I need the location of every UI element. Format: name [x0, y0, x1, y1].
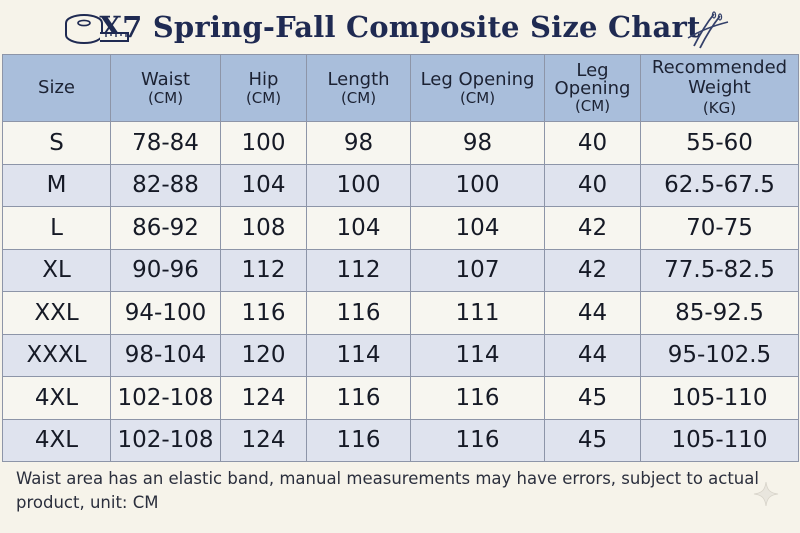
header-recommended-weight: Recommended Weight (KG) — [640, 54, 799, 122]
cell-leg-opening-2: 44 — [544, 291, 641, 335]
cell-waist: 98-104 — [110, 333, 221, 377]
cell-length: 100 — [306, 163, 411, 207]
table-row: 4XL 102-108 124 116 116 45 105-110 — [2, 376, 799, 420]
cell-size: XXXL — [2, 333, 111, 377]
title-bar: X7 Spring-Fall Composite Size Chart — [0, 0, 800, 54]
table-row: XXXL 98-104 120 114 114 44 95-102.5 — [2, 333, 799, 377]
cell-leg-opening: 116 — [410, 376, 545, 420]
table-row: 4XL 102-108 124 116 116 45 105-110 — [2, 418, 799, 462]
table-row: L 86-92 108 104 104 42 70-75 — [2, 206, 799, 250]
cell-waist: 86-92 — [110, 206, 221, 250]
tape-measure-icon — [65, 14, 129, 44]
cell-leg-opening: 104 — [410, 206, 545, 250]
cell-leg-opening: 98 — [410, 121, 545, 165]
table-row: S 78-84 100 98 98 40 55-60 — [2, 121, 799, 165]
cell-length: 98 — [306, 121, 411, 165]
header-leg-opening-2: Leg Opening (CM) — [544, 54, 641, 122]
table-row: M 82-88 104 100 100 40 62.5-67.5 — [2, 163, 799, 207]
cell-length: 116 — [306, 418, 411, 462]
cell-length: 104 — [306, 206, 411, 250]
cell-waist: 82-88 — [110, 163, 221, 207]
cell-leg-opening: 107 — [410, 248, 545, 292]
sewing-needles-icon — [687, 11, 729, 49]
size-table: Size Waist (CM) Hip (CM) Length (CM) — [2, 54, 799, 462]
cell-hip: 116 — [220, 291, 307, 335]
table-row: XXL 94-100 116 116 111 44 85-92.5 — [2, 291, 799, 335]
cell-leg-opening-2: 44 — [544, 333, 641, 377]
cell-recommended-weight: 105-110 — [640, 418, 799, 462]
cell-hip: 104 — [220, 163, 307, 207]
header-hip: Hip (CM) — [220, 54, 307, 122]
cell-length: 116 — [306, 291, 411, 335]
cell-hip: 120 — [220, 333, 307, 377]
cell-recommended-weight: 62.5-67.5 — [640, 163, 799, 207]
cell-size: S — [2, 121, 111, 165]
cell-waist: 102-108 — [110, 376, 221, 420]
cell-hip: 100 — [220, 121, 307, 165]
cell-leg-opening-2: 40 — [544, 121, 641, 165]
cell-length: 112 — [306, 248, 411, 292]
cell-size: XL — [2, 248, 111, 292]
cell-recommended-weight: 95-102.5 — [640, 333, 799, 377]
sparkle-icon — [753, 481, 779, 507]
cell-leg-opening: 111 — [410, 291, 545, 335]
cell-size: 4XL — [2, 418, 111, 462]
table-row: XL 90-96 112 112 107 42 77.5-82.5 — [2, 248, 799, 292]
page-title: X7 Spring-Fall Composite Size Chart — [99, 10, 701, 44]
cell-hip: 124 — [220, 376, 307, 420]
table-body: S 78-84 100 98 98 40 55-60 M 82-88 104 100 100 40 62.… — [2, 121, 799, 462]
cell-size: L — [2, 206, 111, 250]
cell-recommended-weight: 85-92.5 — [640, 291, 799, 335]
cell-leg-opening-2: 42 — [544, 248, 641, 292]
cell-leg-opening: 114 — [410, 333, 545, 377]
cell-hip: 112 — [220, 248, 307, 292]
cell-length: 116 — [306, 376, 411, 420]
cell-leg-opening-2: 45 — [544, 376, 641, 420]
cell-size: XXL — [2, 291, 111, 335]
cell-hip: 108 — [220, 206, 307, 250]
cell-waist: 78-84 — [110, 121, 221, 165]
cell-waist: 94-100 — [110, 291, 221, 335]
header-length: Length (CM) — [306, 54, 411, 122]
header-size: Size — [2, 54, 111, 122]
header-waist: Waist (CM) — [110, 54, 221, 122]
cell-leg-opening-2: 45 — [544, 418, 641, 462]
cell-waist: 90-96 — [110, 248, 221, 292]
size-table-container: Size Waist (CM) Hip (CM) Length (CM) — [2, 54, 799, 462]
cell-leg-opening: 116 — [410, 418, 545, 462]
cell-waist: 102-108 — [110, 418, 221, 462]
cell-recommended-weight: 77.5-82.5 — [640, 248, 799, 292]
cell-recommended-weight: 105-110 — [640, 376, 799, 420]
cell-recommended-weight: 55-60 — [640, 121, 799, 165]
cell-leg-opening-2: 42 — [544, 206, 641, 250]
cell-hip: 124 — [220, 418, 307, 462]
footnote: Waist area has an elastic band, manual m… — [16, 469, 759, 512]
cell-size: 4XL — [2, 376, 111, 420]
cell-leg-opening: 100 — [410, 163, 545, 207]
cell-recommended-weight: 70-75 — [640, 206, 799, 250]
cell-size: M — [2, 163, 111, 207]
header-leg-opening: Leg Opening (CM) — [410, 54, 545, 122]
cell-length: 114 — [306, 333, 411, 377]
table-header-row: Size Waist (CM) Hip (CM) Length (CM) — [2, 54, 799, 122]
cell-leg-opening-2: 40 — [544, 163, 641, 207]
